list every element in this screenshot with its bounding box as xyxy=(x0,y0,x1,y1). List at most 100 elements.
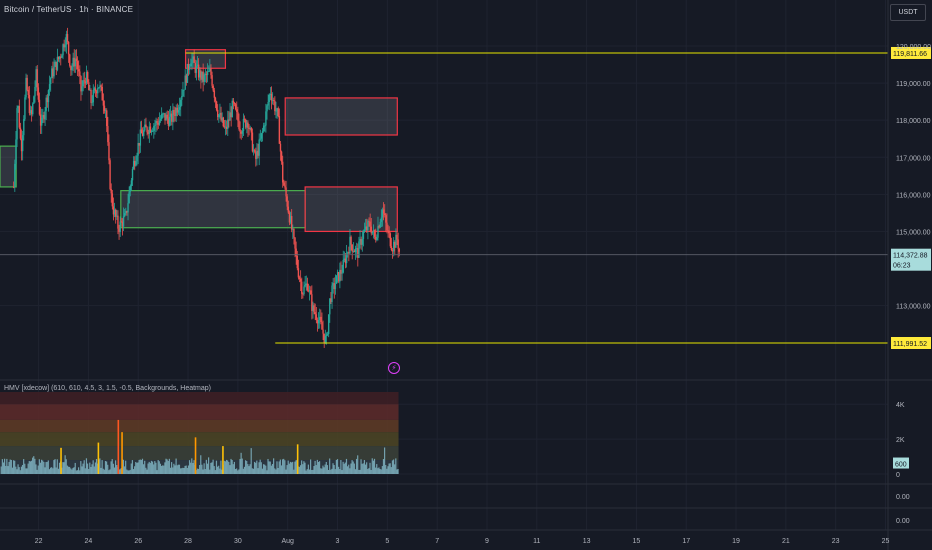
candle-body xyxy=(99,85,101,88)
candle-body xyxy=(370,226,372,234)
candle-body xyxy=(103,105,106,111)
candle-body xyxy=(376,237,378,240)
date-tick: 5 xyxy=(385,538,389,545)
candle-body xyxy=(66,34,69,42)
last-price-badge xyxy=(891,248,931,271)
candle-body xyxy=(73,57,75,67)
candle-body xyxy=(392,241,395,252)
candle-body xyxy=(360,238,362,245)
candle-body xyxy=(284,185,286,188)
candle-body xyxy=(196,64,199,66)
candle-body xyxy=(153,126,155,131)
supply-zone xyxy=(284,97,398,136)
candle-body xyxy=(350,236,352,245)
level-label: 119,811.66 xyxy=(893,51,927,58)
heatmap-band xyxy=(0,419,399,433)
candle-body xyxy=(190,63,192,67)
candle-body xyxy=(299,278,302,282)
candle-body xyxy=(63,44,65,48)
candle-body xyxy=(185,75,188,83)
candle-body xyxy=(245,119,247,128)
candle-body xyxy=(275,110,277,112)
date-tick: 13 xyxy=(583,538,591,545)
candle-body xyxy=(336,272,339,276)
order-block-zones xyxy=(0,49,398,233)
candle-body xyxy=(158,120,161,125)
candle-body xyxy=(329,298,331,315)
candle-body xyxy=(322,329,324,334)
candle-body xyxy=(82,80,84,87)
candle-body xyxy=(324,335,327,343)
candle-body xyxy=(231,100,233,118)
candle-body xyxy=(250,127,253,133)
candle-body xyxy=(398,248,400,252)
candle-body xyxy=(351,244,353,252)
lightning-bolt-icon[interactable]: ⚡ xyxy=(388,362,400,374)
candle-body xyxy=(72,57,74,67)
candle-body xyxy=(247,122,249,128)
candle-body xyxy=(228,119,230,121)
candle-body xyxy=(237,111,239,121)
candle-body xyxy=(78,69,80,72)
candle-body xyxy=(215,101,218,110)
candle-body xyxy=(141,133,144,136)
candle-body xyxy=(239,129,241,133)
candle-body xyxy=(344,258,347,264)
candle-body xyxy=(296,255,298,269)
candle-body xyxy=(128,191,130,204)
candle-body xyxy=(148,126,151,134)
date-tick: 15 xyxy=(633,538,641,545)
candle-body xyxy=(301,281,303,294)
candle-body xyxy=(55,61,57,70)
candle-body xyxy=(246,122,248,128)
candle-body xyxy=(166,114,168,119)
supply-zone xyxy=(304,186,398,233)
candle-body xyxy=(136,155,138,162)
candle-body xyxy=(174,114,176,116)
candle-body xyxy=(76,61,79,70)
candle-body xyxy=(368,221,370,223)
candle-body xyxy=(176,107,179,113)
heatmap-band xyxy=(0,432,399,447)
currency-selector[interactable]: USDT xyxy=(890,4,926,21)
candle-body xyxy=(194,62,196,73)
candle-body xyxy=(363,229,366,232)
candle-body xyxy=(164,113,166,121)
candle-body xyxy=(173,109,175,115)
candle-body xyxy=(150,130,153,133)
candle-body xyxy=(135,161,137,166)
horizontal-levels[interactable]: 119,811.66 111,991.52 114,372.88 06:23 xyxy=(0,46,931,349)
candle-body xyxy=(251,132,254,152)
candle-body xyxy=(117,215,119,229)
candle-body xyxy=(371,231,374,234)
candle-body xyxy=(249,127,251,129)
candle-body xyxy=(93,88,96,91)
candle-body xyxy=(115,209,117,217)
candle-body xyxy=(377,226,379,238)
candle-body xyxy=(43,115,45,120)
candle-body xyxy=(88,82,90,91)
indicator-legend[interactable]: HMV [xdecow] (610, 610, 4.5, 3, 1.5, -0.… xyxy=(4,385,211,392)
date-tick: 30 xyxy=(234,538,242,545)
candle-body xyxy=(378,226,380,228)
candle-body xyxy=(364,226,367,230)
candle-body xyxy=(104,110,107,112)
candle-body xyxy=(51,68,53,79)
candle-body xyxy=(339,269,341,282)
candle-body xyxy=(315,314,318,320)
volume-value-label: 600 xyxy=(895,462,907,469)
candle-body xyxy=(347,252,349,254)
candle-body xyxy=(286,196,288,207)
candle-body xyxy=(326,333,329,335)
candle-body xyxy=(65,34,68,45)
candle-body xyxy=(229,112,231,121)
candle-body xyxy=(86,72,89,83)
candle-body xyxy=(211,75,213,86)
candle-body xyxy=(372,230,375,232)
candle-body xyxy=(396,234,398,240)
candle-body xyxy=(310,290,312,295)
candle-body xyxy=(334,283,337,290)
candle-body xyxy=(290,216,293,230)
candle-body xyxy=(28,95,31,114)
